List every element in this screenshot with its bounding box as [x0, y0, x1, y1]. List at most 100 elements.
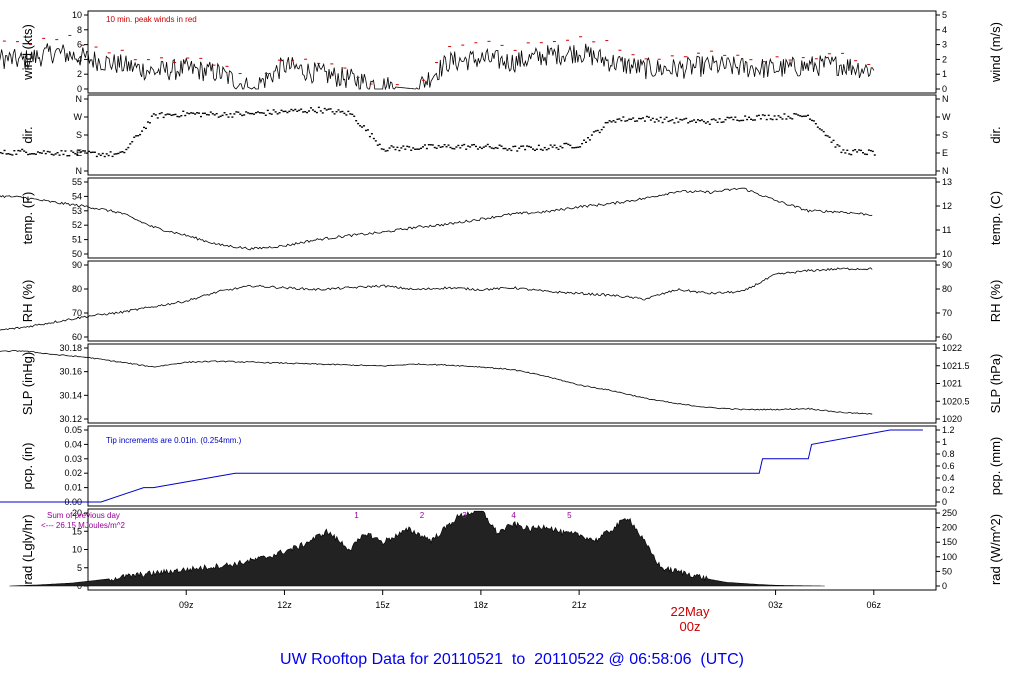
- dir-point: [410, 149, 413, 151]
- dir-point: [319, 110, 322, 112]
- dir-point: [353, 115, 356, 117]
- date-marker-time: 00z: [680, 619, 701, 634]
- wind-note: 10 min. peak winds in red: [106, 15, 197, 24]
- dir-point: [559, 145, 562, 148]
- dir-point: [258, 112, 261, 114]
- temp-tick-label-L: 54: [72, 191, 82, 201]
- dir-point: [433, 146, 436, 149]
- dir-point: [708, 123, 711, 125]
- rad-tick-label-L: 15: [72, 526, 82, 536]
- dir-point: [414, 148, 417, 150]
- dir-point: [820, 129, 823, 131]
- dir-point: [276, 113, 279, 115]
- dir-point: [260, 112, 263, 114]
- slp-tick-label-R: 1021: [942, 379, 962, 389]
- dir-point: [581, 142, 584, 145]
- pcp-tick-label-R: 0: [942, 497, 947, 507]
- dir-point: [822, 130, 825, 133]
- dir-point: [681, 119, 684, 121]
- dir-point: [198, 112, 201, 114]
- rh-tick-label-L: 70: [72, 308, 82, 318]
- dir-point: [836, 144, 839, 146]
- dir-point: [294, 108, 297, 111]
- dir-point: [480, 147, 483, 150]
- rad-peak-label: 5: [567, 511, 572, 520]
- dir-point: [76, 154, 79, 156]
- dir-point: [816, 126, 819, 128]
- dir-tick-label-L: E: [76, 148, 82, 158]
- dir-point: [309, 107, 312, 109]
- dir-point: [687, 122, 690, 124]
- dir-point: [88, 150, 90, 153]
- dir-point: [506, 149, 509, 151]
- dir-point: [111, 155, 114, 158]
- dir-point: [17, 149, 20, 152]
- dir-point: [390, 145, 393, 147]
- dir-point: [423, 144, 426, 146]
- dir-point: [702, 120, 705, 123]
- dir-point: [533, 149, 536, 152]
- dir-point: [675, 117, 678, 119]
- dir-point: [751, 119, 754, 121]
- dir-point: [268, 112, 271, 115]
- pcp-tick-label-L: 0.02: [64, 468, 82, 478]
- wind-tick-label-R: 0: [942, 84, 947, 94]
- rad-peak-label: 2: [420, 511, 425, 520]
- pcp-tick-label-L: 0.05: [64, 425, 82, 435]
- dir-point: [443, 144, 446, 146]
- dir-point: [412, 147, 415, 149]
- dir-point: [612, 119, 615, 122]
- dir-point: [148, 122, 151, 124]
- dir-point: [213, 114, 216, 116]
- dir-point: [478, 146, 481, 148]
- dir-point: [400, 147, 403, 149]
- rad-note-line2: <--- 26.15 MJoules/m^2: [41, 521, 126, 530]
- dir-point: [757, 114, 760, 117]
- wind-tick-label-R: 3: [942, 40, 947, 50]
- dir-point: [730, 116, 733, 119]
- dir-point: [753, 119, 756, 121]
- dir-point: [1, 152, 4, 155]
- dir-point: [714, 119, 717, 121]
- dir-point: [571, 147, 574, 149]
- dir-point: [771, 118, 774, 121]
- dir-point: [640, 117, 643, 120]
- dir-point: [561, 147, 564, 149]
- dir-point: [569, 144, 572, 147]
- dir-point: [327, 108, 330, 110]
- rh-ylabel-right: RH (%): [988, 280, 1003, 323]
- dir-point: [19, 150, 22, 152]
- dir-point: [123, 151, 126, 154]
- dir-tick-label-R: E: [942, 148, 948, 158]
- dir-point: [738, 120, 741, 122]
- dir-point: [638, 117, 641, 120]
- dir-point: [180, 114, 183, 117]
- dir-point: [272, 109, 275, 111]
- dir-point: [484, 145, 487, 147]
- dir-point: [245, 111, 248, 113]
- dir-point: [696, 119, 699, 121]
- dir-point: [685, 117, 688, 120]
- dir-point: [508, 148, 511, 150]
- dir-point: [594, 130, 597, 132]
- dir-point: [453, 148, 456, 150]
- dir-point: [425, 147, 428, 150]
- dir-point: [188, 112, 191, 115]
- dir-point: [311, 109, 314, 111]
- dir-point: [168, 113, 171, 116]
- dir-point: [476, 148, 479, 150]
- dir-point: [156, 117, 159, 119]
- dir-point: [74, 153, 77, 155]
- dir-point: [351, 113, 354, 116]
- dir-point: [38, 151, 41, 154]
- dir-point: [451, 147, 454, 150]
- dir-point: [806, 114, 809, 117]
- dir-point: [767, 114, 770, 117]
- dir-point: [378, 143, 381, 146]
- temp-tick-label-L: 50: [72, 249, 82, 259]
- dir-point: [70, 150, 73, 152]
- dir-point: [439, 146, 442, 148]
- dir-point: [284, 110, 287, 113]
- pcp-tick-label-L: 0.04: [64, 439, 82, 449]
- temp-ylabel-left: temp. (F): [20, 192, 35, 245]
